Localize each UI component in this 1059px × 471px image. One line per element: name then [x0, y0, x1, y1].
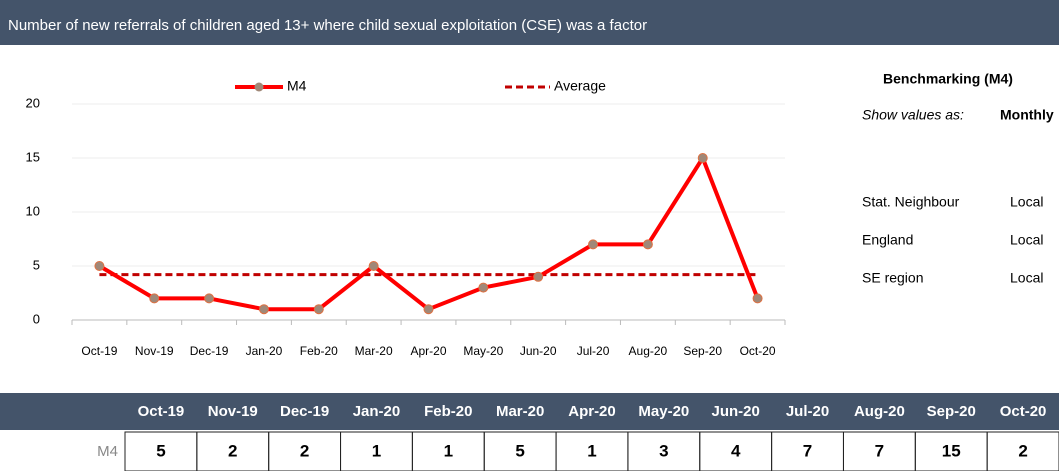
table-header-cell: Mar-20 [496, 403, 544, 420]
table-cell [986, 431, 1059, 471]
data-point [258, 304, 269, 315]
x-tick-label: Aug-20 [629, 344, 668, 358]
table-value: 2 [1018, 441, 1027, 460]
table-header-cell: Aug-20 [854, 403, 905, 420]
legend-label: Average [554, 78, 606, 94]
table-value: 1 [444, 441, 453, 460]
x-tick-label: Dec-19 [190, 344, 229, 358]
chart-title: Number of new referrals of children aged… [8, 17, 647, 34]
data-point [588, 239, 599, 250]
table-header-cell: Jun-20 [712, 403, 760, 420]
table-value: 7 [803, 441, 812, 460]
table-header [0, 393, 1059, 430]
data-point [752, 293, 763, 304]
x-tick-label: Oct-19 [81, 344, 117, 358]
table-value: 1 [587, 441, 596, 460]
x-tick-label: Jul-20 [577, 344, 610, 358]
benchmark-value: Local [1010, 270, 1043, 286]
title-bar [0, 0, 1059, 45]
table-value: 15 [942, 441, 961, 460]
show-label: Show values as: [862, 107, 964, 123]
x-tick-label: Apr-20 [410, 344, 446, 358]
data-point [204, 293, 215, 304]
x-tick-label: Nov-19 [135, 344, 174, 358]
legend-marker [254, 82, 264, 92]
table-value: 2 [228, 441, 237, 460]
table-header-cell: Sep-20 [927, 403, 976, 420]
benchmark-name: Stat. Neighbour [862, 194, 960, 210]
data-point [149, 293, 160, 304]
y-tick-label: 15 [26, 149, 40, 164]
data-point [313, 304, 324, 315]
data-point [423, 304, 434, 315]
benchmark-name: England [862, 232, 913, 248]
table-header-cell: Feb-20 [424, 403, 472, 420]
series-line [98, 156, 760, 312]
table-header-cell: Oct-19 [138, 403, 185, 420]
x-tick-label: Oct-20 [740, 344, 776, 358]
data-point [697, 153, 708, 163]
table-value: 5 [515, 441, 524, 460]
x-tick-label: Jan-20 [246, 344, 283, 358]
table-row-label: M4 [97, 443, 118, 460]
table-header-cell: Oct-20 [1000, 403, 1047, 420]
data-point [478, 282, 489, 293]
table-value: 1 [372, 441, 381, 460]
table-header-cell: Jul-20 [786, 403, 829, 420]
benchmark-value: Local [1010, 194, 1043, 210]
table-value: 2 [300, 441, 309, 460]
benchmark-title: Benchmarking (M4) [883, 71, 1013, 87]
show-value: Monthly [1000, 107, 1054, 123]
benchmark-value: Local [1010, 232, 1043, 248]
table-value: 3 [659, 441, 668, 460]
x-tick-label: Sep-20 [683, 344, 722, 358]
y-tick-label: 0 [33, 311, 40, 326]
table-header-cell: Apr-20 [568, 403, 616, 420]
table-header-cell: Dec-19 [280, 403, 329, 420]
table-header-cell: Nov-19 [208, 403, 258, 420]
table-header-cell: Jan-20 [353, 403, 401, 420]
table-value: 4 [731, 441, 741, 460]
y-tick-label: 5 [33, 257, 40, 272]
benchmark-name: SE region [862, 270, 923, 286]
y-tick-label: 20 [26, 95, 40, 110]
table-value: 7 [875, 441, 884, 460]
x-tick-label: Jun-20 [520, 344, 557, 358]
data-point [94, 261, 105, 271]
data-point [642, 239, 653, 250]
table-header-cell: May-20 [638, 403, 689, 420]
legend-label: M4 [287, 78, 307, 94]
y-tick-label: 10 [26, 203, 40, 218]
x-tick-label: Mar-20 [355, 344, 393, 358]
x-tick-label: Feb-20 [300, 344, 338, 358]
table-value: 5 [156, 441, 165, 460]
data-point [368, 261, 379, 271]
x-tick-label: May-20 [463, 344, 503, 358]
data-point [533, 271, 544, 282]
